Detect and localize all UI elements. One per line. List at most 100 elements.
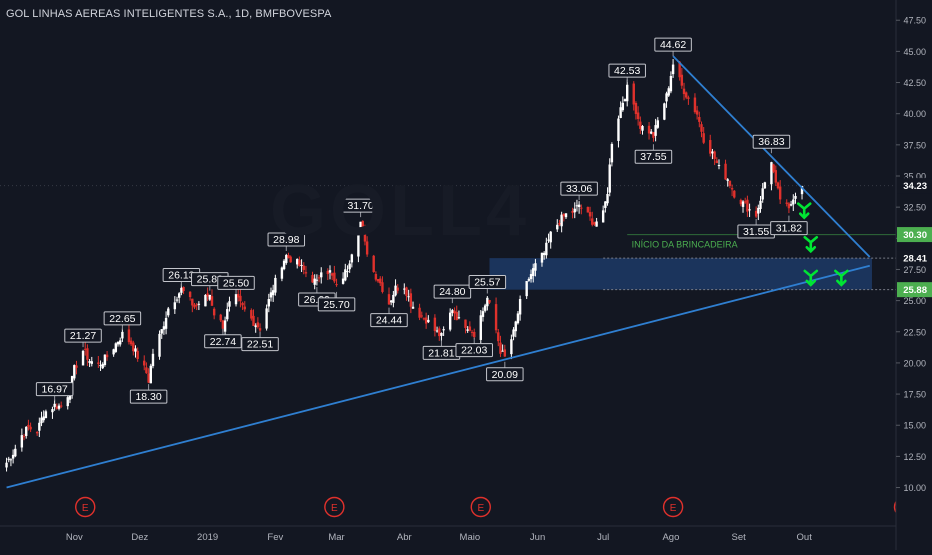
candle	[794, 192, 797, 204]
candle-body	[112, 349, 115, 355]
candle	[241, 301, 244, 310]
candle-body	[739, 199, 743, 205]
candle	[527, 277, 531, 282]
candle	[636, 106, 640, 126]
candle-body	[761, 188, 764, 200]
candle-body	[90, 361, 93, 364]
candle-body	[709, 140, 712, 154]
candle	[540, 252, 544, 267]
candle	[147, 368, 150, 384]
candle-body	[363, 230, 367, 242]
annotation-label: 28.98	[273, 234, 299, 246]
candle-body	[280, 267, 284, 279]
candle-body	[453, 310, 456, 314]
annotation-label: 25.50	[223, 277, 249, 289]
candle	[564, 213, 568, 219]
candle-body	[193, 304, 196, 308]
candle-body	[564, 213, 568, 218]
candle-body	[540, 252, 544, 263]
candle	[525, 280, 528, 299]
candle-body	[442, 329, 445, 331]
price-annotation: 31.70	[341, 198, 380, 218]
candle	[29, 422, 32, 433]
candle	[610, 142, 614, 167]
candle-body	[136, 350, 139, 359]
candle-body	[335, 284, 338, 286]
candle	[206, 287, 209, 302]
candle-body	[29, 426, 32, 430]
candle	[27, 419, 30, 431]
annotation-box	[468, 275, 507, 290]
candle-body	[527, 278, 531, 281]
candle-body	[636, 112, 640, 120]
y-tick-label: 42.50	[903, 78, 926, 88]
candle	[418, 303, 421, 321]
candle	[178, 292, 181, 304]
candle-body	[759, 200, 762, 209]
candle	[88, 359, 91, 368]
candle	[623, 98, 627, 102]
candle	[730, 184, 734, 197]
candle-body	[556, 224, 559, 230]
candle	[586, 206, 590, 213]
candle	[757, 204, 760, 221]
arrow-shape	[796, 202, 812, 220]
event-label: E	[670, 503, 677, 514]
candle-body	[726, 179, 729, 181]
candle	[448, 308, 452, 332]
candle-body	[435, 330, 439, 332]
price-annotation: 26.13	[162, 268, 201, 287]
candle	[365, 236, 369, 257]
candle	[593, 221, 596, 227]
candle-body	[473, 331, 476, 338]
price-annotation: 16.97	[35, 382, 74, 401]
candle-body	[317, 277, 321, 279]
annotation-label: 25.70	[323, 299, 349, 311]
candle	[223, 316, 227, 337]
annotation-label: 33.06	[566, 183, 592, 195]
arrow-shape	[803, 235, 819, 254]
candle-body	[197, 303, 201, 305]
candle-body	[654, 125, 657, 136]
x-tick-label: Ago	[662, 532, 679, 543]
candle-body	[525, 281, 528, 297]
candle	[617, 115, 620, 148]
candle	[759, 195, 762, 213]
candle	[464, 319, 467, 334]
candle	[409, 288, 413, 314]
candle-body	[175, 299, 179, 301]
annotation-label: 22.65	[109, 313, 135, 325]
candle-body	[588, 212, 592, 217]
price-annotation: 22.65	[103, 311, 142, 330]
event-marker: E	[75, 496, 96, 518]
price-marker-label: 28.41	[903, 254, 927, 265]
candle	[411, 301, 415, 309]
price-annotation: 25.70	[317, 291, 356, 312]
candle	[287, 252, 290, 259]
candle-body	[488, 300, 491, 303]
candle	[51, 406, 54, 419]
candle	[787, 202, 791, 214]
annotation-label: 26.13	[168, 270, 194, 282]
candle-body	[348, 263, 351, 270]
candle-body	[164, 317, 168, 329]
candle	[516, 311, 520, 325]
candle	[175, 296, 179, 303]
candle	[746, 195, 749, 217]
candle-body	[40, 417, 43, 424]
candle	[145, 362, 148, 374]
candle	[59, 401, 63, 409]
candle-body	[173, 302, 177, 310]
candle-body	[744, 201, 747, 203]
candle-body	[501, 350, 504, 352]
candle-body	[800, 185, 804, 195]
candle-body	[610, 143, 614, 163]
candle-body	[746, 199, 749, 212]
candle	[789, 200, 793, 207]
candle-body	[682, 88, 686, 95]
candle-body	[180, 287, 183, 293]
zone-label: INÍCIO DA BRINCADEIRA	[632, 240, 738, 250]
x-tick-label: 2019	[197, 532, 218, 543]
candle	[715, 157, 718, 164]
